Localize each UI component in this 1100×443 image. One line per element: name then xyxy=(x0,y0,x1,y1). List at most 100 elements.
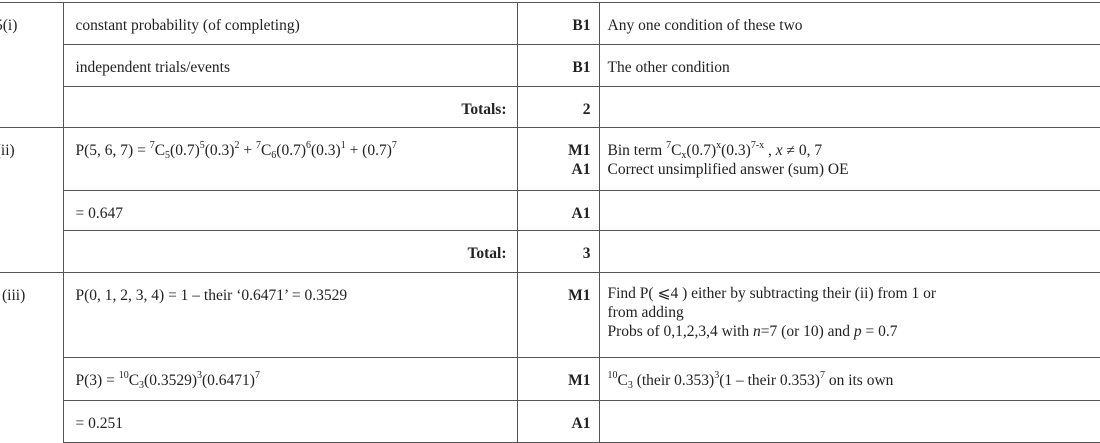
text-segment: + (0.7) xyxy=(345,142,392,159)
text-segment: Bin term xyxy=(607,142,667,159)
text-segment: 5 xyxy=(165,150,171,161)
text-segment: (0.3) xyxy=(721,142,751,159)
guidance-cell: The other condition xyxy=(598,44,1100,87)
text-segment: P(5, 6, 7) = xyxy=(75,142,150,159)
text-segment: 7 xyxy=(255,140,261,151)
text-segment: 1 xyxy=(340,140,346,151)
text-segment: + xyxy=(239,142,256,159)
text-segment: (their 0.353) xyxy=(632,372,715,389)
text-segment: The other condition xyxy=(607,59,730,76)
text-segment: 5 xyxy=(199,140,205,151)
table-row: = 0.251 A1 xyxy=(0,400,1100,443)
text-segment: constant probability (of completing) xyxy=(75,17,300,34)
answer-cell: = 0.647 xyxy=(62,190,518,231)
answer-cell: = 0.251 xyxy=(62,400,518,443)
text-segment: ≠ 0, 7 xyxy=(782,142,823,159)
marks-cell: B1 xyxy=(516,2,600,45)
guidance-cell xyxy=(598,230,1100,273)
table-row: = 0.647 A1 xyxy=(0,190,1100,231)
guidance-cell: Any one condition of these two xyxy=(598,2,1100,45)
text-segment: 10 xyxy=(118,370,129,381)
question-label: 5(ii) xyxy=(0,142,15,159)
text-segment: 7 xyxy=(391,140,397,151)
table-row: (iii) P(0, 1, 2, 3, 4) = 1 – their ‘0.64… xyxy=(0,272,1100,443)
question-label: (iii) xyxy=(2,287,26,304)
text-segment: 6 xyxy=(305,140,311,151)
text-segment: (0.7) xyxy=(686,142,717,159)
text-segment: C xyxy=(260,142,272,159)
text-segment: 6 xyxy=(271,150,277,161)
guidance-cell: Find P( ⩽4 ) either by subtracting their… xyxy=(598,272,1100,358)
total-row: Totals: 2 xyxy=(0,86,1100,128)
text-segment: 7 xyxy=(149,140,155,151)
question-label: 5(i) xyxy=(0,17,18,34)
total-label: Total: xyxy=(62,230,518,273)
text-segment: = 0.647 xyxy=(75,205,124,222)
text-segment: 3 xyxy=(627,380,633,391)
total-value: 3 xyxy=(516,230,600,273)
answer-cell: constant probability (of completing) xyxy=(62,2,518,45)
guidance-cell xyxy=(598,86,1100,128)
table-row: 5(ii) P(5, 6, 7) = 7C5(0.7)5(0.3)2 + 7C6… xyxy=(0,127,1100,273)
text-segment: p xyxy=(853,323,862,340)
text-segment: C xyxy=(154,142,166,159)
text-segment: = 0.251 xyxy=(75,415,124,432)
text-segment: P(0, 1, 2, 3, 4) = 1 – their ‘0.6471’ = … xyxy=(75,287,348,304)
question-label-cell: (iii) xyxy=(0,272,64,443)
text-segment: (0.7) xyxy=(276,142,306,159)
guidance-cell xyxy=(598,190,1100,231)
text-segment: =7 (or 10) and xyxy=(760,323,854,340)
text-segment: (0.7) xyxy=(170,142,200,159)
marks-cell: B1 xyxy=(516,44,600,87)
table-row: 5(i) constant probability (of completing… xyxy=(0,2,1100,128)
text-segment: (1 – their 0.353) xyxy=(719,372,820,389)
text-segment: Any one condition of these two xyxy=(607,17,803,34)
table-row: P(3) = 10C3(0.3529)3(0.6471)7 M1 10C3 (t… xyxy=(0,357,1100,401)
text-segment: 3 xyxy=(714,370,720,381)
text-segment: on its own xyxy=(824,372,894,389)
table-row: independent trials/events B1 The other c… xyxy=(0,44,1100,87)
text-segment: C xyxy=(671,142,682,159)
text-segment: 7 xyxy=(666,140,672,151)
text-segment: = 0.7 xyxy=(861,323,898,340)
total-value: 2 xyxy=(516,86,600,128)
text-segment: x xyxy=(681,150,687,161)
total-label: Totals: xyxy=(62,86,518,128)
answer-cell: P(5, 6, 7) = 7C5(0.7)5(0.3)2 + 7C6(0.7)6… xyxy=(62,127,518,191)
text-segment: x xyxy=(716,140,722,151)
text-segment: 10 xyxy=(607,370,618,381)
marks-cell: A1 xyxy=(516,190,600,231)
total-row: Total: 3 xyxy=(0,230,1100,273)
text-segment: (0.3) xyxy=(310,142,341,159)
text-segment: (0.3529) xyxy=(144,372,197,389)
text-segment: P(3) = xyxy=(75,372,119,389)
guidance-cell: Bin term 7Cx(0.7)x(0.3)7-x , x ≠ 0, 7 Cor… xyxy=(598,127,1100,191)
guidance-cell: 10C3 (their 0.353)3(1 – their 0.353)7 on… xyxy=(598,357,1100,401)
marks-cell: A1 xyxy=(516,400,600,443)
question-label-cell: 5(i) xyxy=(0,2,64,128)
text-segment: (0.6471) xyxy=(201,372,255,389)
text-segment: independent trials/events xyxy=(75,59,231,76)
answer-cell: P(3) = 10C3(0.3529)3(0.6471)7 xyxy=(62,357,518,401)
text-segment: 2 xyxy=(234,140,240,151)
answer-cell: independent trials/events xyxy=(62,44,518,87)
text-segment: 7 xyxy=(819,370,825,381)
marks-cell: M1 xyxy=(516,272,600,358)
guidance-cell xyxy=(598,400,1100,443)
text-segment: n xyxy=(753,323,761,340)
text-segment: Find P( ⩽4 ) either by subtracting their… xyxy=(607,285,937,321)
text-segment: 7 xyxy=(254,370,260,381)
answer-cell: P(0, 1, 2, 3, 4) = 1 – their ‘0.6471’ = … xyxy=(62,272,518,358)
text-segment: x xyxy=(775,142,783,159)
text-segment: 3 xyxy=(196,370,202,381)
text-segment: 7-x xyxy=(750,140,765,151)
text-segment: Correct unsimplified answer (sum) OE xyxy=(607,161,849,178)
text-segment: , xyxy=(764,142,776,159)
marks-cell: M1 A1 xyxy=(516,127,600,191)
text-segment: (0.3) xyxy=(204,142,235,159)
text-segment: C xyxy=(617,372,628,389)
text-segment: 3 xyxy=(139,380,145,391)
question-label-cell: 5(ii) xyxy=(0,127,64,273)
marks-cell: M1 xyxy=(516,357,600,401)
